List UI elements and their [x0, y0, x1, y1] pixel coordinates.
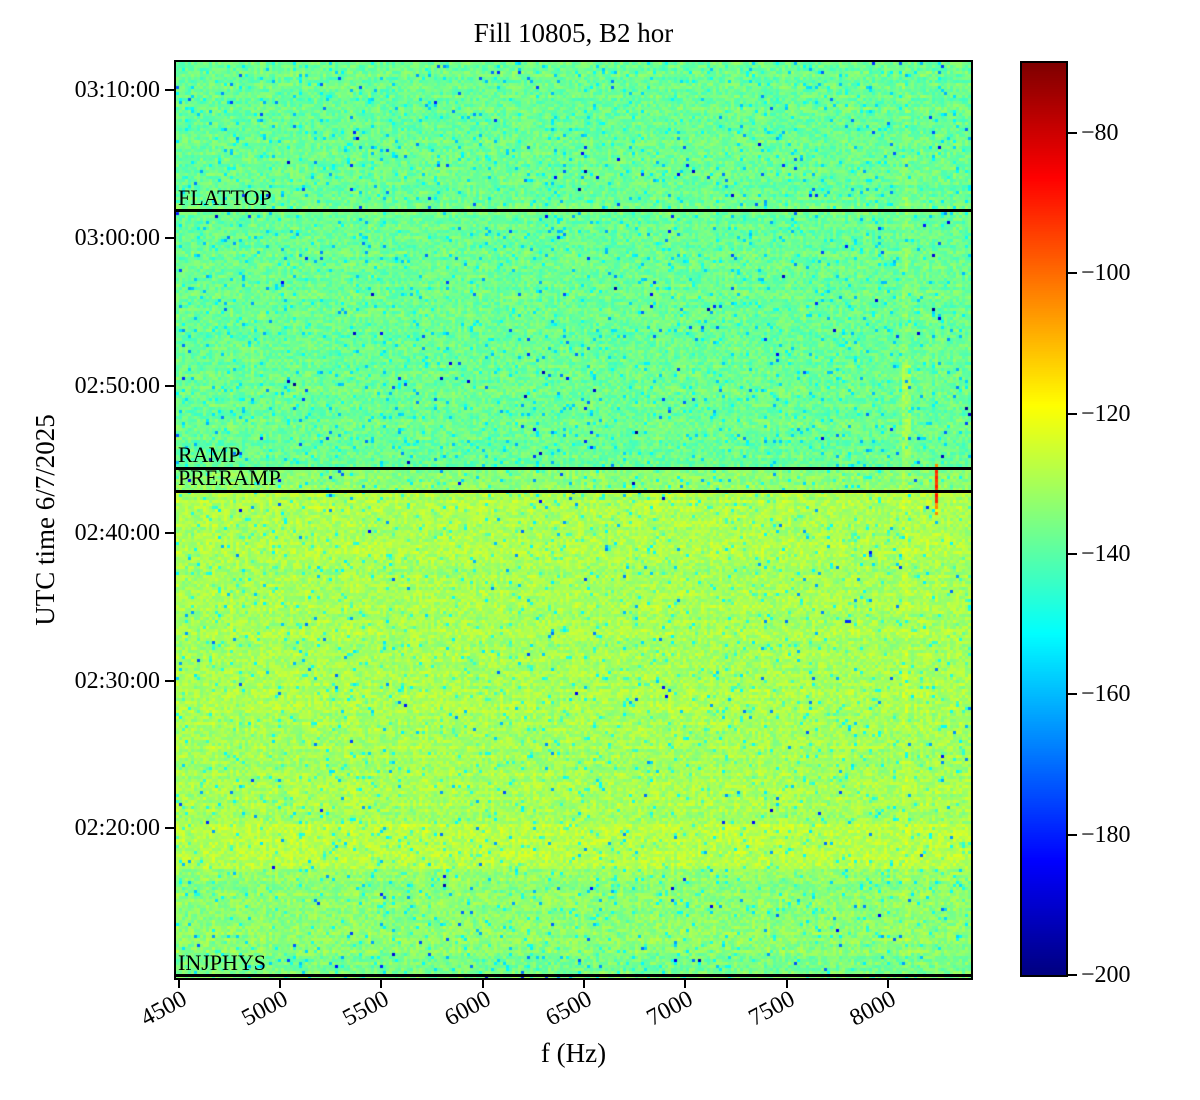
event-label-preramp: PRERAMP [178, 465, 281, 491]
y-tick-label: 02:50:00 [74, 372, 160, 399]
y-tick-mark [165, 384, 174, 387]
plot-title: Fill 10805, B2 hor [473, 18, 674, 48]
colorbar-tick-mark [1068, 272, 1077, 275]
colorbar-tick-label: −200 [1081, 962, 1131, 988]
colorbar-tick-label: −140 [1081, 541, 1131, 568]
x-tick-mark [582, 980, 585, 988]
x-axis-label: f (Hz) [540, 1038, 607, 1068]
x-tick-mark [684, 980, 687, 988]
event-line-preramp [176, 489, 971, 493]
x-tick-mark [380, 980, 383, 988]
x-tick-mark [481, 980, 484, 988]
event-line-ramp [176, 466, 971, 470]
y-tick-label: 02:20:00 [74, 815, 160, 842]
y-tick-mark [165, 532, 174, 535]
colorbar-tick-label: −100 [1081, 260, 1131, 287]
y-tick-mark [165, 236, 174, 239]
event-line-flattop [176, 209, 971, 213]
y-tick-label: 02:30:00 [74, 667, 160, 694]
x-tick-mark [785, 980, 788, 988]
x-tick-mark [278, 980, 281, 988]
heatmap-plot-area: FLATTOP RAMP PRERAMP INJPHYS [174, 60, 973, 980]
y-tick-mark [165, 679, 174, 682]
y-tick-mark [165, 89, 174, 92]
colorbar-tick-mark [1068, 132, 1077, 135]
x-tick-mark [886, 980, 889, 988]
y-tick-label: 03:00:00 [74, 224, 160, 251]
colorbar-tick-mark [1068, 553, 1077, 556]
event-label-flattop: FLATTOP [178, 184, 272, 210]
x-tick-mark [177, 980, 180, 988]
colorbar-tick-mark [1068, 974, 1077, 976]
y-tick-label: 02:40:00 [74, 520, 160, 547]
colorbar-tick-label: −180 [1081, 821, 1131, 848]
colorbar-gradient-canvas [1022, 63, 1066, 975]
event-label-injphys: INJPHYS [178, 950, 267, 975]
event-label-ramp: RAMP [178, 442, 241, 468]
colorbar-tick-label: −120 [1081, 400, 1131, 427]
event-line-injphys [176, 973, 971, 977]
colorbar-tick-label: −80 [1081, 120, 1119, 147]
y-tick-label: 03:10:00 [74, 77, 160, 104]
y-tick-mark [165, 827, 174, 830]
colorbar [1020, 61, 1068, 977]
colorbar-tick-mark [1068, 693, 1077, 696]
colorbar-tick-label: −160 [1081, 681, 1131, 708]
colorbar-tick-mark [1068, 412, 1077, 415]
colorbar-tick-mark [1068, 833, 1077, 836]
spectrogram-canvas [176, 62, 971, 978]
